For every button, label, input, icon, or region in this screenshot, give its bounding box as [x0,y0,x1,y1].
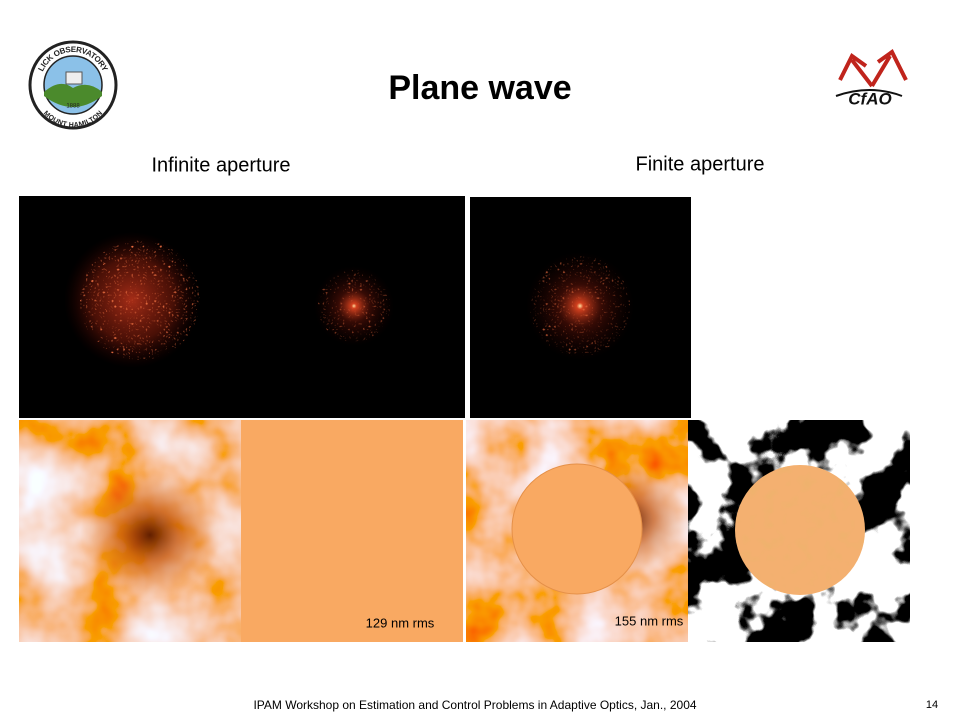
footer-text: IPAM Workshop on Estimation and Control … [253,698,696,712]
column-heading: Finite aperture [636,153,765,175]
page-number: 14 [926,699,938,711]
cfao-logo: CfAO [835,49,908,108]
column-heading: Infinite aperture [152,154,291,176]
phase-images [19,420,910,642]
logo-text: CfAO [848,89,891,108]
panel-caption: 129 nm rms [366,615,435,630]
slide-title: Plane wave [388,69,571,107]
logo-year: 1888 [66,104,80,110]
lick-logo: LICK OBSERVATORY MOUNT HAMILTON 1888 [28,40,118,130]
psf-images [19,196,691,418]
panel-caption: 155 nm rms [615,613,684,628]
